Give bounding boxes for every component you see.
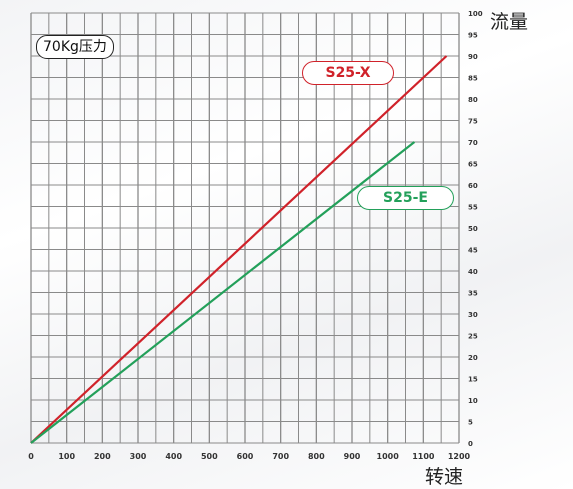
y-tick-label: 10: [468, 397, 478, 405]
x-axis-label: 转速: [425, 466, 464, 488]
x-tick-label: 300: [130, 452, 147, 461]
y-tick-label: 85: [468, 75, 478, 83]
y-tick-label: 45: [468, 247, 478, 255]
y-tick-label: 55: [468, 204, 478, 212]
x-tick-label: 400: [165, 452, 182, 461]
x-tick-label: 1000: [377, 452, 400, 461]
y-tick-label: 60: [468, 182, 478, 190]
pressure-annotation: 70Kg压力: [36, 35, 114, 59]
series-label-s25-e: S25-E: [357, 186, 454, 210]
y-tick-label: 90: [468, 53, 478, 61]
y-tick-label: 100: [468, 10, 483, 18]
y-tick-label: 95: [468, 32, 478, 40]
y-tick-labels: 0 5 10 15 20 25 30 35 40 45 50 55 60 65 70 75 80 85 90 95 10…: [468, 10, 483, 448]
y-tick-label: 30: [468, 311, 478, 319]
y-tick-label: 20: [468, 354, 478, 362]
x-tick-label: 1100: [412, 452, 435, 461]
series-lines: [30, 55, 448, 444]
y-tick-label: 35: [468, 290, 478, 298]
x-tick-label: 800: [308, 452, 325, 461]
x-tick-label: 200: [94, 452, 111, 461]
y-tick-label: 5: [468, 419, 473, 427]
x-tick-label: 1200: [448, 452, 471, 461]
y-tick-label: 75: [468, 118, 478, 126]
grid-lines: [30, 12, 460, 444]
x-tick-label: 0: [28, 452, 34, 461]
y-tick-label: 25: [468, 333, 478, 341]
x-tick-label: 900: [344, 452, 361, 461]
y-tick-label: 0: [468, 440, 473, 448]
series-label-s25-x: S25-X: [302, 61, 394, 85]
y-tick-label: 70: [468, 139, 478, 147]
x-tick-label: 100: [58, 452, 75, 461]
x-tick-label: 500: [201, 452, 218, 461]
series-line-s25-x: [30, 55, 448, 444]
y-tick-label: 65: [468, 161, 478, 169]
x-tick-label: 600: [237, 452, 254, 461]
series-line-s25-e: [30, 141, 416, 444]
x-tick-label: 700: [272, 452, 289, 461]
y-tick-label: 15: [468, 376, 478, 384]
y-tick-label: 80: [468, 96, 478, 104]
x-tick-labels: 0 100 200 300 400 500 600 700 800 900 1000 1100 1200: [28, 452, 470, 461]
y-tick-label: 50: [468, 225, 478, 233]
y-axis-label: 流量: [490, 11, 529, 33]
y-tick-label: 40: [468, 268, 478, 276]
